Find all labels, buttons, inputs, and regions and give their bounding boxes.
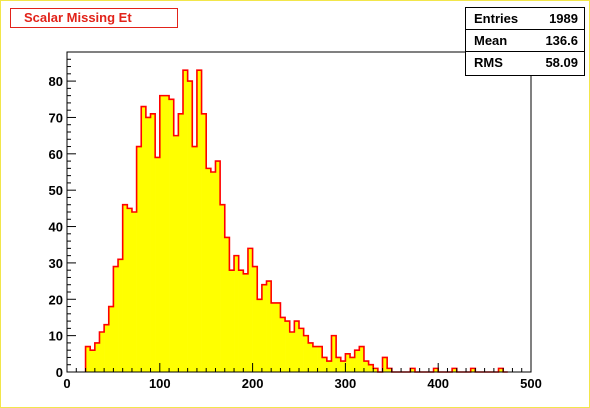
histogram-bar <box>359 346 365 372</box>
y-tick-label: 40 <box>49 220 63 235</box>
histogram-bar <box>312 346 318 372</box>
histogram-bar <box>336 357 342 372</box>
x-tick-label: 100 <box>149 376 171 391</box>
histogram-bar <box>368 364 374 372</box>
histogram-bar <box>470 368 476 372</box>
histogram-bar <box>150 113 156 373</box>
histogram-bar <box>303 335 309 372</box>
histogram-bar <box>294 321 300 372</box>
histogram-bar <box>131 212 137 372</box>
y-tick-label: 20 <box>49 292 63 307</box>
histogram-bar <box>247 248 253 372</box>
stats-box: Entries 1989 Mean 136.6 RMS 58.09 <box>465 7 585 76</box>
histogram-bar <box>234 255 239 372</box>
histogram-bar <box>90 350 96 372</box>
histogram-bar <box>345 353 351 372</box>
histogram-bar <box>340 361 346 372</box>
histogram-bar <box>331 335 337 372</box>
histogram-bar <box>173 135 179 372</box>
histogram-bar <box>94 342 100 372</box>
histogram-bar <box>224 237 230 372</box>
histogram-bar <box>229 270 235 372</box>
histogram-bar <box>183 70 188 372</box>
histogram-bar <box>113 266 119 372</box>
histogram-bar <box>285 321 291 372</box>
histogram-bar <box>215 161 221 372</box>
histogram-bar <box>141 106 147 372</box>
histogram-bar <box>169 99 175 372</box>
histogram-bar <box>122 204 128 372</box>
histogram-bar <box>382 357 388 372</box>
histogram-bar <box>210 172 216 372</box>
histogram-bar <box>238 270 244 372</box>
histogram-bar <box>108 306 114 372</box>
y-tick-label: 0 <box>56 365 63 380</box>
stat-value: 136.6 <box>545 33 578 48</box>
y-tick-label: 80 <box>49 74 63 89</box>
stat-row-mean: Mean 136.6 <box>466 30 584 52</box>
histogram-bar <box>266 281 272 372</box>
x-tick-label: 200 <box>242 376 264 391</box>
x-tick-label: 500 <box>520 376 542 391</box>
x-tick-label: 400 <box>427 376 449 391</box>
histogram-bar <box>99 332 105 372</box>
y-tick-label: 60 <box>49 147 63 162</box>
histogram-bar <box>271 302 277 372</box>
histogram-bar <box>178 113 184 373</box>
histogram-bar <box>261 284 267 372</box>
chart-title: Scalar Missing Et <box>10 8 178 28</box>
stat-label: RMS <box>474 55 503 70</box>
histogram-bar <box>192 146 198 372</box>
histogram-bar <box>206 168 212 372</box>
x-tick-label: 300 <box>335 376 357 391</box>
stat-value: 58.09 <box>545 55 578 70</box>
histogram-bar <box>308 342 314 372</box>
histogram-bar <box>145 117 151 372</box>
histogram-bar <box>159 95 165 373</box>
histogram-bar <box>187 81 193 372</box>
stat-row-entries: Entries 1989 <box>466 8 584 30</box>
stat-value: 1989 <box>549 11 578 26</box>
y-tick-label: 70 <box>49 110 63 125</box>
stat-label: Entries <box>474 11 519 26</box>
histogram-bar <box>289 332 295 372</box>
histogram-bar <box>104 324 110 372</box>
histogram-bar <box>257 299 263 372</box>
histogram-bar <box>85 346 91 372</box>
histogram-bar <box>299 328 304 372</box>
histogram-bar <box>196 70 202 372</box>
histogram-bar <box>363 361 369 372</box>
x-tick-label: 0 <box>63 376 70 391</box>
histogram-bar <box>164 95 170 373</box>
y-tick-label: 30 <box>49 256 63 271</box>
histogram-bar <box>136 146 142 372</box>
histogram-bar <box>243 273 249 372</box>
histogram-bar <box>498 368 504 372</box>
histogram-bar <box>452 368 458 372</box>
histogram-bar <box>326 361 332 372</box>
stat-row-rms: RMS 58.09 <box>466 52 584 74</box>
histogram-bar <box>252 266 258 372</box>
histogram-bar <box>433 368 439 372</box>
histogram-bar <box>410 368 416 372</box>
y-tick-label: 50 <box>49 183 63 198</box>
y-tick-label: 10 <box>49 329 63 344</box>
histogram-bar <box>201 113 207 373</box>
histogram-bar <box>127 208 133 372</box>
histogram-bar <box>354 350 360 372</box>
histogram-bar <box>387 368 393 372</box>
histogram-bar <box>155 157 161 372</box>
histogram-bar <box>373 368 379 372</box>
histogram-bar <box>317 346 323 372</box>
histogram-bar <box>118 259 123 372</box>
histogram-bar <box>280 317 286 372</box>
stat-label: Mean <box>474 33 508 48</box>
histogram-bar <box>322 357 328 372</box>
histogram-bar <box>350 357 355 372</box>
histogram-bar <box>275 302 281 372</box>
histogram-bar <box>220 204 226 372</box>
